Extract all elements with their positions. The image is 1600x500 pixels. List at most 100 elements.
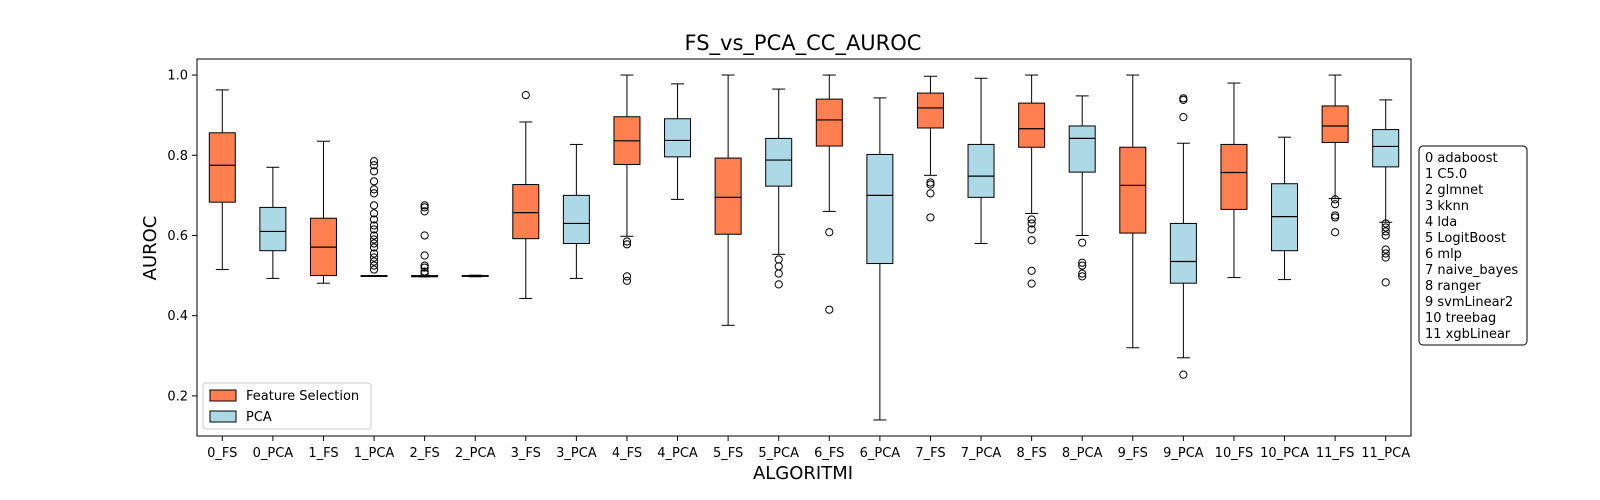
outlier-point [420,251,429,260]
box-iqr [664,118,692,158]
outlier-point [369,225,379,234]
outlier-point [1331,213,1340,222]
box-iqr [1119,146,1147,234]
algorithm-key-item: 3 kknn [1425,199,1469,214]
box-7_PCA [967,77,995,244]
outlier-point [369,185,379,194]
x-tick-label: 0_FS [207,446,237,461]
outlier-point [926,178,935,187]
outlier-point [369,167,379,176]
outlier-point [420,267,429,276]
algorithm-key-item: 7 naive_bayes [1425,263,1518,278]
outlier-point [420,261,429,270]
outlier-point [774,280,783,289]
box-1_PCA [360,157,388,277]
y-tick-label: 0.8 [167,149,188,164]
y-axis-title: AUROC [140,216,161,281]
outlier-point [825,305,834,314]
x-tick-label: 3_FS [511,446,541,461]
x-tick-label: 7_PCA [961,446,1002,461]
box-iqr [1271,183,1299,252]
box-9_PCA [1169,94,1197,379]
y-axis-ticks: 0.2 0.4 0.6 0.8 1.0 [167,69,197,404]
box-iqr [1321,105,1349,143]
algorithm-key-item: 8 ranger [1425,279,1481,294]
box-iqr [1169,222,1197,284]
outlier-point [369,257,379,266]
outlier-point [369,177,379,186]
box-iqr [1220,143,1248,210]
y-tick-label: 0.6 [167,229,188,244]
outlier-point [420,231,429,240]
x-tick-label: 4_FS [612,446,642,461]
box-iqr [916,92,944,129]
outlier-point [1331,228,1340,237]
x-tick-label: 4_PCA [657,446,698,461]
x-tick-label: 1_FS [308,446,338,461]
box-iqr [714,157,742,235]
outlier-point [1027,266,1036,275]
legend-label-pca: PCA [246,410,272,425]
box-4_FS [613,74,641,285]
box-10_PCA [1271,136,1299,281]
x-tick-label: 11_FS [1316,446,1355,461]
x-tick-label: 11_PCA [1361,446,1410,461]
outlier-point [369,221,379,230]
algorithm-key-item: 9 svmLinear2 [1425,295,1513,310]
outlier-point [1331,211,1340,220]
outlier-point [1027,279,1036,288]
x-tick-label: 3_PCA [556,446,597,461]
outlier-point [420,269,429,278]
outlier-point [369,189,379,198]
x-tick-label: 10_PCA [1260,446,1309,461]
box-iqr [208,132,236,203]
box-10_FS [1220,82,1248,279]
outlier-point [420,201,429,210]
box-iqr [967,143,995,198]
outlier-point [1331,195,1340,204]
x-tick-label: 8_PCA [1062,446,1103,461]
box-11_PCA [1372,99,1400,287]
legend-label-feature-selection: Feature Selection [246,389,359,404]
outlier-point [774,262,783,271]
x-tick-label: 9_PCA [1163,446,1204,461]
x-tick-label: 2_FS [409,446,439,461]
outlier-point [369,215,379,224]
outlier-point [369,201,379,210]
outlier-point [1381,249,1390,258]
y-tick-label: 0.2 [167,389,188,404]
outlier-point [622,272,632,281]
x-axis-ticks: 0_FS 0_PCA 1_FS 1_PCA 2_FS 2_PCA 3_FS 3_PCA 4_FS… [207,436,1410,461]
outlier-point [369,157,379,166]
outlier-point [1381,219,1390,228]
x-tick-label: 6_FS [814,446,844,461]
algorithm-key-item: 4 lda [1425,215,1457,230]
outlier-point [1381,245,1390,254]
outlier-point [825,228,834,237]
legend: Feature Selection PCA [202,382,372,430]
box-series [208,74,1400,421]
chart-title: FS_vs_PCA_CC_AUROC [685,31,922,56]
outlier-point [420,263,429,272]
outlier-point [1027,236,1036,245]
outlier-point [1381,278,1390,287]
outlier-point [622,276,632,285]
outlier-point [1078,269,1087,278]
outlier-point [1078,258,1087,267]
box-iqr [1018,102,1046,148]
x-tick-label: 5_PCA [758,446,799,461]
y-tick-label: 0.4 [167,309,188,324]
box-2_PCA [461,274,489,278]
outlier-point [369,265,379,274]
box-6_FS [815,74,843,314]
outlier-point [926,213,935,222]
outlier-point [1331,200,1340,209]
x-tick-label: 0_PCA [253,446,294,461]
x-tick-label: 2_PCA [455,446,496,461]
outlier-point [1027,225,1036,234]
outlier-point [369,235,379,244]
outlier-point [1179,370,1188,379]
x-tick-label: 10_FS [1215,446,1254,461]
outlier-point [1179,113,1188,122]
